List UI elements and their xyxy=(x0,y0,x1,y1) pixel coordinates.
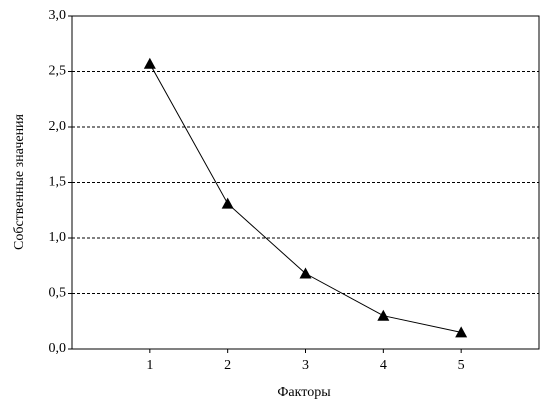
x-tick-label: 3 xyxy=(302,358,309,373)
marker xyxy=(299,267,312,279)
marker xyxy=(221,197,234,209)
y-tick-label: 2,0 xyxy=(49,119,67,134)
series-line xyxy=(149,63,462,333)
y-tick-label: 3,0 xyxy=(49,8,67,23)
x-tick-label: 5 xyxy=(458,358,465,373)
y-tick-label: 0,5 xyxy=(49,286,67,301)
marker xyxy=(455,326,468,338)
y-tick-label: 1,5 xyxy=(49,175,67,190)
x-tick-label: 4 xyxy=(380,358,387,373)
y-tick-label: 1,0 xyxy=(49,230,67,245)
marker xyxy=(377,309,390,321)
x-axis-label: Факторы xyxy=(277,385,331,400)
y-tick-label: 2,5 xyxy=(49,64,67,79)
y-axis-label: Собственные значения xyxy=(12,113,27,250)
x-tick-label: 1 xyxy=(146,358,153,373)
y-tick-label: 0,0 xyxy=(49,341,67,356)
plot-frame xyxy=(71,15,540,350)
x-tick-label: 2 xyxy=(224,358,231,373)
marker xyxy=(143,57,156,69)
